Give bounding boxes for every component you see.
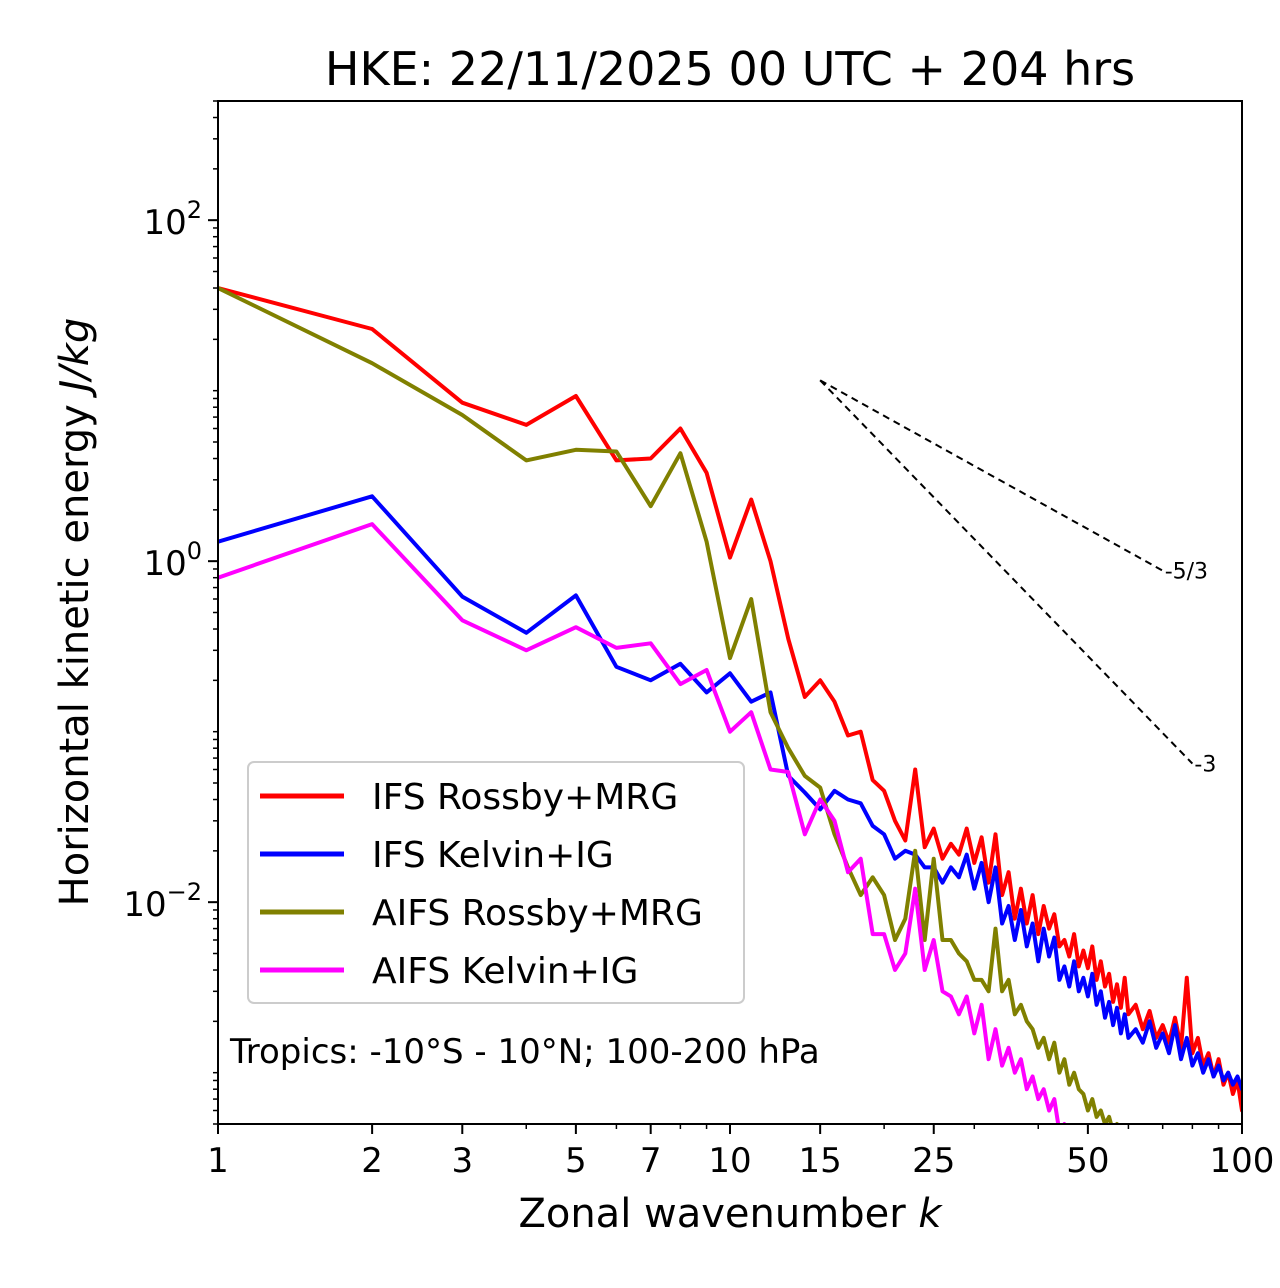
y-tick-label: 102 <box>143 196 202 243</box>
x-tick-label: 3 <box>451 1141 473 1181</box>
legend: IFS Rossby+MRG IFS Kelvin+IG AIFS Rossby+M… <box>247 761 745 1004</box>
x-tick-label: 2 <box>361 1141 383 1181</box>
y-tick-exponent: 0 <box>187 537 202 565</box>
y-tick-base: 10 <box>143 203 186 243</box>
slope-line <box>819 379 1164 572</box>
x-tick-label: 25 <box>912 1141 955 1181</box>
y-tick-label: 10−2 <box>123 878 202 925</box>
slope-label: -5/3 <box>1165 560 1208 585</box>
chart-title: HKE: 22/11/2025 00 UTC + 204 hrs <box>325 42 1135 96</box>
legend-label-aifs-kelvin-ig: AIFS Kelvin+IG <box>372 951 638 992</box>
y-tick-base: 10 <box>123 885 166 925</box>
x-axis-label-text: Zonal wavenumber <box>518 1191 906 1237</box>
x-axis-label: Zonal wavenumber k <box>518 1191 943 1237</box>
series-line-aifs-kelvin-ig <box>218 522 1067 1124</box>
region-annotation: Tropics: -10°S - 10°N; 100-200 hPa <box>229 1032 820 1072</box>
legend-label-aifs-rossby-mrg: AIFS Rossby+MRG <box>372 893 703 934</box>
x-axis-label-symbol: k <box>918 1191 943 1237</box>
slope-line <box>819 379 1194 765</box>
x-tick-label: 50 <box>1066 1141 1109 1181</box>
series-line-aifs-rossby-mrg <box>218 286 1120 1124</box>
y-tick-base: 10 <box>143 544 186 584</box>
series-line-ifs-rossby-mrg <box>218 286 1242 1113</box>
legend-label-ifs-kelvin-ig: IFS Kelvin+IG <box>372 835 614 876</box>
y-axis-label-units: J/kg <box>52 318 98 399</box>
series-line-ifs-kelvin-ig <box>218 494 1242 1092</box>
legend-box <box>247 761 745 1004</box>
y-axis-label: Horizontal kinetic energy J/kg <box>52 318 98 907</box>
slope-label: -3 <box>1194 753 1216 778</box>
y-tick-label: 100 <box>143 537 202 584</box>
x-tick-label: 5 <box>565 1141 587 1181</box>
y-tick-exponent: −2 <box>167 878 202 906</box>
x-tick-label: 100 <box>1210 1141 1275 1181</box>
x-tick-label: 1 <box>207 1141 229 1181</box>
legend-label-ifs-rossby-mrg: IFS Rossby+MRG <box>372 777 678 818</box>
x-tick-label: 10 <box>708 1141 751 1181</box>
y-axis-label-text: Horizontal kinetic energy <box>52 404 98 906</box>
x-tick-label: 7 <box>640 1141 662 1181</box>
x-tick-label: 15 <box>799 1141 842 1181</box>
y-tick-exponent: 2 <box>187 196 202 224</box>
